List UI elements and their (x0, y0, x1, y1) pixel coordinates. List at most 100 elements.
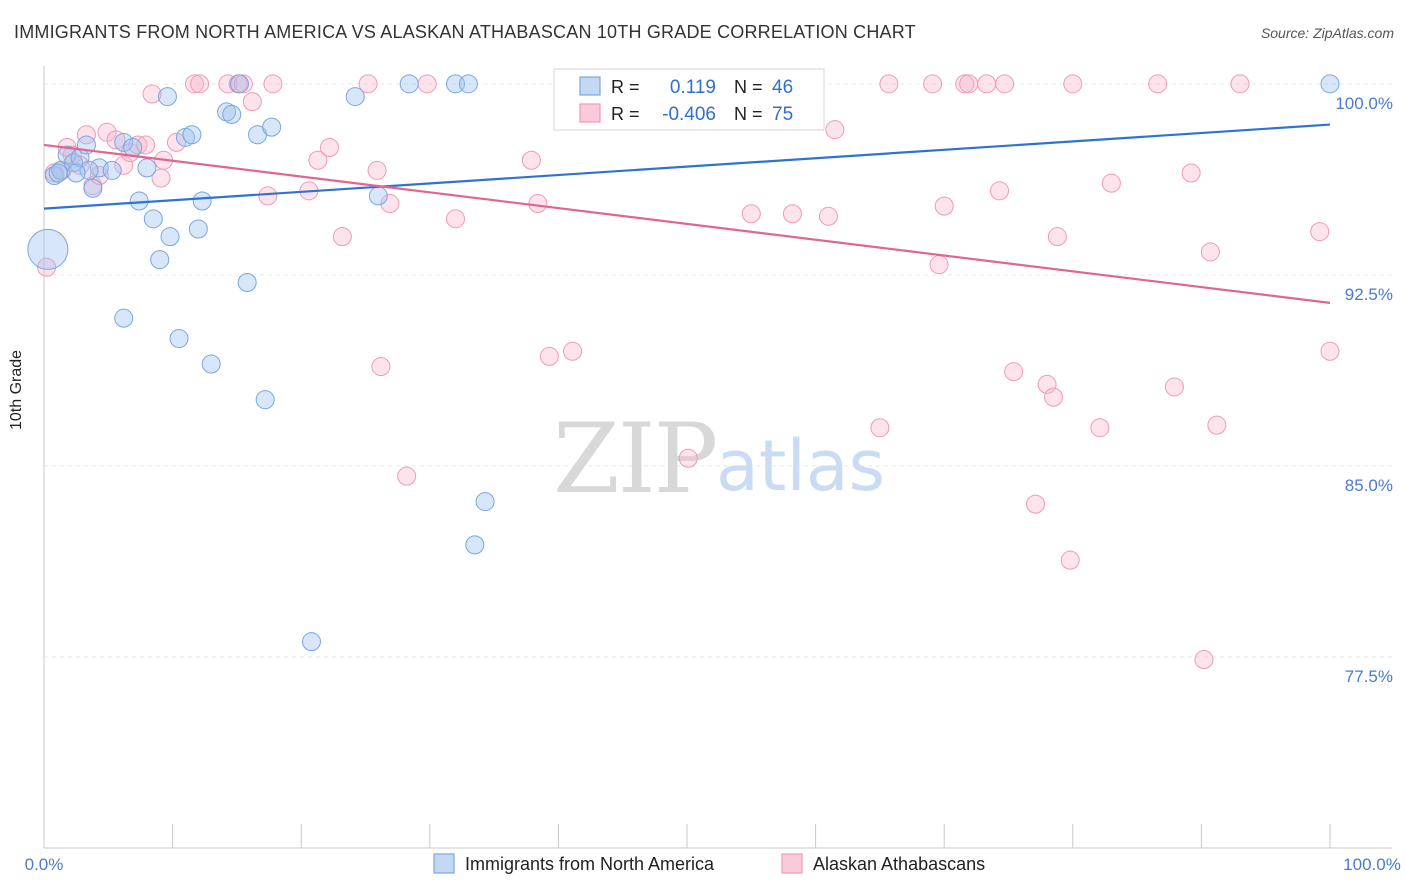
point-athabascan (319, 138, 339, 158)
point-athabascan (76, 125, 96, 145)
point-athabascan (825, 120, 845, 140)
point-athabascan (106, 130, 126, 150)
point-athabascan (128, 135, 148, 155)
legend-r-label-2: R = (611, 104, 640, 124)
point-athabascan (446, 209, 466, 229)
legend-n-value-1: 46 (772, 77, 793, 98)
point-athabascan (367, 160, 387, 180)
bottom-legend-swatch-blue (433, 853, 455, 874)
legend-r-value-2: -0.406 (662, 104, 716, 125)
point-athabascan (1194, 650, 1214, 670)
bottom-legend: Immigrants from North America Alaskan At… (433, 853, 985, 874)
point-immigrants (222, 104, 242, 124)
point-immigrants (201, 354, 221, 374)
point-athabascan (1101, 173, 1121, 193)
y-tick-label: 77.5% (1345, 667, 1393, 686)
point-immigrants (157, 87, 177, 107)
point-immigrants (102, 160, 122, 180)
immigrants-north-america-points (27, 74, 1340, 652)
bottom-legend-label-pink: Alaskan Athabascans (813, 854, 985, 874)
point-immigrants (27, 228, 69, 270)
point-athabascan (1207, 415, 1227, 435)
x-tick-label-max: 100.0% (1343, 855, 1401, 874)
point-immigrants (123, 138, 143, 158)
point-athabascan (1047, 227, 1067, 247)
point-immigrants (229, 74, 249, 94)
point-immigrants (169, 329, 189, 349)
point-athabascan (1164, 377, 1184, 397)
point-immigrants (188, 219, 208, 239)
point-immigrants (301, 632, 321, 652)
point-athabascan (62, 145, 82, 165)
point-athabascan (242, 92, 262, 112)
point-athabascan (380, 194, 400, 214)
point-athabascan (332, 227, 352, 247)
point-immigrants (255, 390, 275, 410)
point-athabascan (977, 74, 997, 94)
legend-swatch-blue (579, 76, 601, 96)
point-immigrants (182, 125, 202, 145)
legend-r-value-1: 0.119 (670, 77, 716, 98)
source-label: Source: ZipAtlas.com (1260, 25, 1394, 41)
x-axis-ticks (43, 824, 1331, 848)
point-immigrants (465, 535, 485, 555)
point-athabascan (258, 186, 278, 206)
legend-n-label-1: N = (734, 77, 763, 97)
legend-swatch-pink (579, 103, 601, 123)
watermark-zip: ZIP (553, 403, 716, 515)
point-athabascan (1320, 341, 1340, 361)
point-athabascan (563, 341, 583, 361)
watermark-atlas: atlas (716, 425, 885, 507)
point-athabascan (1200, 242, 1220, 262)
point-athabascan (37, 257, 57, 277)
point-athabascan (539, 346, 559, 366)
point-athabascan (1060, 550, 1080, 570)
point-immigrants (114, 132, 134, 152)
point-immigrants (345, 87, 365, 107)
point-athabascan (1044, 387, 1064, 407)
y-tick-label: 92.5% (1345, 285, 1393, 304)
point-immigrants (66, 163, 86, 183)
point-immigrants (217, 102, 237, 122)
point-athabascan (929, 255, 949, 275)
point-athabascan (114, 155, 134, 175)
y-tick-label: 85.0% (1345, 476, 1393, 495)
alaskan-athabascans-points (37, 74, 1340, 670)
point-immigrants (368, 186, 388, 206)
point-immigrants (114, 308, 134, 328)
point-athabascan (923, 74, 943, 94)
point-athabascan (1230, 74, 1250, 94)
point-athabascan (678, 448, 698, 468)
watermark: ZIP atlas (553, 403, 885, 515)
point-athabascan (1181, 163, 1201, 183)
point-athabascan (1090, 418, 1110, 438)
point-immigrants (399, 74, 419, 94)
immigrants-trend-line (43, 123, 1331, 210)
stats-legend: R = 0.119 N = 46 R = -0.406 N = 75 (553, 68, 825, 131)
point-immigrants (192, 191, 212, 211)
point-athabascan (995, 74, 1015, 94)
bottom-legend-label-blue: Immigrants from North America (465, 854, 715, 874)
point-athabascan (934, 196, 954, 216)
point-immigrants (237, 273, 257, 293)
point-athabascan (1026, 494, 1046, 514)
point-immigrants (160, 227, 180, 247)
athabascan-trend-line (43, 143, 1331, 304)
point-athabascan (1063, 74, 1083, 94)
point-immigrants (475, 492, 495, 512)
point-athabascan (308, 150, 328, 170)
y-tick-labels: 100.0% 92.5% 85.0% 77.5% (1335, 94, 1393, 686)
point-athabascan (89, 166, 109, 186)
point-athabascan (358, 74, 378, 94)
point-athabascan (521, 150, 541, 170)
point-athabascan (1004, 362, 1024, 382)
point-immigrants (1320, 74, 1340, 94)
point-immigrants (48, 163, 68, 183)
point-athabascan (959, 74, 979, 94)
point-athabascan (397, 466, 417, 486)
point-athabascan (818, 206, 838, 226)
point-athabascan (184, 74, 204, 94)
point-athabascan (371, 357, 391, 377)
point-immigrants (137, 158, 157, 178)
